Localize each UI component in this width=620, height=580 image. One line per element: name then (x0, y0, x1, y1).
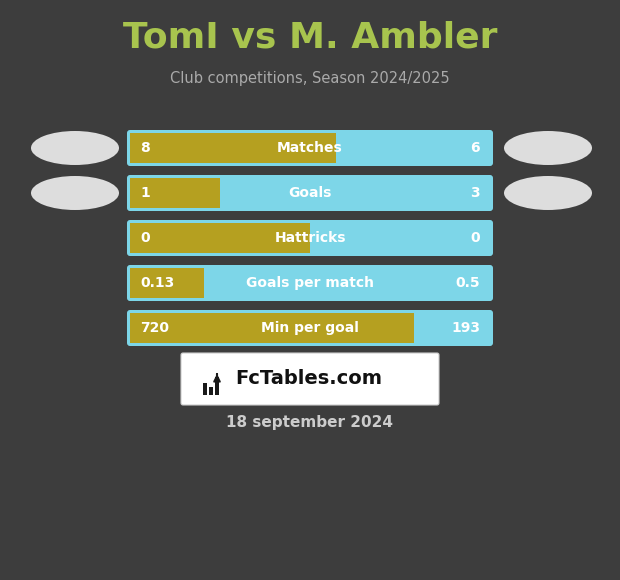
Text: 18 september 2024: 18 september 2024 (226, 415, 394, 430)
Text: Min per goal: Min per goal (261, 321, 359, 335)
FancyBboxPatch shape (127, 220, 493, 256)
FancyBboxPatch shape (127, 220, 493, 256)
Text: 1: 1 (140, 186, 150, 200)
Text: Goals: Goals (288, 186, 332, 200)
FancyBboxPatch shape (127, 310, 493, 346)
Text: 3: 3 (471, 186, 480, 200)
Text: 720: 720 (140, 321, 169, 335)
Ellipse shape (31, 176, 119, 210)
Bar (203, 383, 207, 395)
FancyBboxPatch shape (127, 130, 493, 166)
FancyBboxPatch shape (127, 175, 493, 211)
Bar (209, 387, 213, 395)
Ellipse shape (504, 176, 592, 210)
Text: 0.13: 0.13 (140, 276, 174, 290)
Text: Matches: Matches (277, 141, 343, 155)
Text: 6: 6 (471, 141, 480, 155)
Text: 0: 0 (140, 231, 149, 245)
FancyBboxPatch shape (127, 130, 493, 166)
FancyBboxPatch shape (127, 310, 493, 346)
FancyBboxPatch shape (127, 265, 493, 301)
Text: Club competitions, Season 2024/2025: Club competitions, Season 2024/2025 (170, 71, 450, 85)
Ellipse shape (504, 131, 592, 165)
Ellipse shape (31, 131, 119, 165)
Text: 0.5: 0.5 (455, 276, 480, 290)
Text: 193: 193 (451, 321, 480, 335)
Text: Goals per match: Goals per match (246, 276, 374, 290)
Text: Hattricks: Hattricks (274, 231, 346, 245)
Text: 8: 8 (140, 141, 150, 155)
FancyBboxPatch shape (181, 353, 439, 405)
Text: FcTables.com: FcTables.com (235, 369, 382, 389)
Bar (215, 377, 219, 395)
Text: 0: 0 (471, 231, 480, 245)
FancyBboxPatch shape (127, 265, 493, 301)
Text: TomI vs M. Ambler: TomI vs M. Ambler (123, 21, 497, 55)
FancyBboxPatch shape (127, 175, 493, 211)
